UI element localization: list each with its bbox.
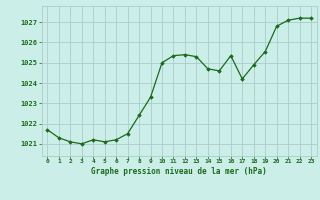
X-axis label: Graphe pression niveau de la mer (hPa): Graphe pression niveau de la mer (hPa) bbox=[91, 167, 267, 176]
